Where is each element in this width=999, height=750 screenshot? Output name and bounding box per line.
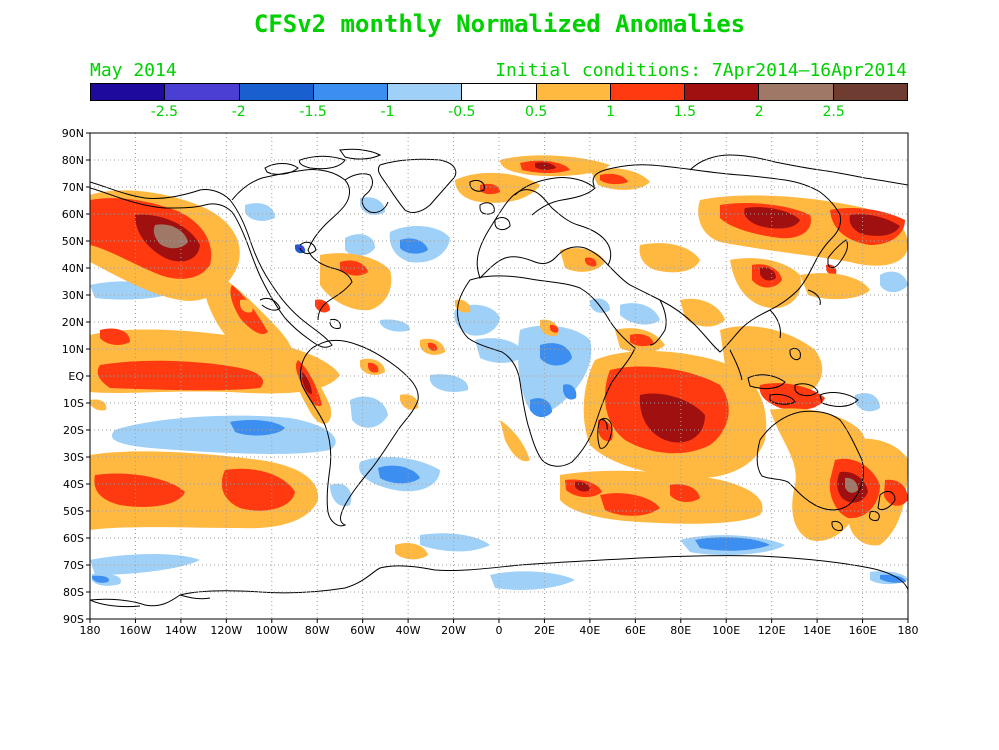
colorbar-swatch-7 [610, 84, 686, 100]
latitude-labels: 90N 80N 70N 60N 50N 40N 30N 20N 10N EQ 10S 20S 30S 40… [62, 127, 85, 626]
colorbar-label: -2.5 [150, 104, 179, 120]
latitude-label: 80S [63, 586, 84, 599]
colorbar [90, 83, 908, 101]
latitude-label: 90S [63, 613, 84, 626]
map-gridlines [90, 133, 908, 619]
longitude-label: 180 [80, 624, 101, 637]
latitude-label: 60N [62, 208, 84, 221]
longitude-label: 20W [441, 624, 466, 637]
axis-ticks [86, 132, 909, 623]
colorbar-label: 1.5 [673, 104, 697, 120]
longitude-label: 60W [350, 624, 375, 637]
longitude-label: 60E [625, 624, 646, 637]
longitude-label: 140E [803, 624, 831, 637]
longitude-label: 40E [579, 624, 600, 637]
latitude-label: EQ [68, 370, 84, 383]
latitude-label: 10S [63, 397, 84, 410]
initial-conditions-label: Initial conditions: 7Apr2014–16Apr2014 [495, 60, 907, 81]
colorbar-swatch-5 [462, 84, 537, 100]
colorbar-swatch-4 [388, 84, 463, 100]
latitude-label: 60S [63, 532, 84, 545]
colorbar-swatch-3 [313, 84, 389, 100]
lead-month-label: May 2014 [90, 60, 177, 81]
latitude-label: 30N [62, 289, 84, 302]
colorbar-swatch-10 [833, 84, 907, 100]
latitude-label: 90N [62, 127, 84, 140]
latitude-label: 70S [63, 559, 84, 572]
colorbar-label: 2.5 [822, 104, 845, 120]
longitude-label: 180 [898, 624, 919, 637]
latitude-label: 40N [62, 262, 84, 275]
coastlines [90, 148, 908, 608]
latitude-label: 30S [63, 451, 84, 464]
colorbar-swatch-8 [685, 84, 760, 100]
colorbar-label: 0.5 [525, 104, 548, 120]
longitude-label: 120W [210, 624, 242, 637]
latitude-label: 40S [63, 478, 84, 491]
latitude-label: 80N [62, 154, 84, 167]
longitude-label: 20E [534, 624, 555, 637]
colorbar-swatch-2 [239, 84, 314, 100]
colorbar-labels: -2.5 -2 -1.5 -1 -0.5 0.5 1 1.5 2 2.5 [90, 104, 908, 122]
colorbar-swatch-6 [536, 84, 611, 100]
colorbar-label: -1 [380, 104, 395, 120]
latitude-label: 50S [63, 505, 84, 518]
longitude-label: 40W [396, 624, 421, 637]
longitude-label: 80E [670, 624, 691, 637]
longitude-label: 120E [758, 624, 786, 637]
latitude-label: 10N [62, 343, 84, 356]
latitude-label: 70N [62, 181, 84, 194]
longitude-label: 80W [305, 624, 330, 637]
latitude-label: 50N [62, 235, 84, 248]
colorbar-swatch-9 [759, 84, 834, 100]
longitude-label: 160E [849, 624, 877, 637]
colorbar-label: 1 [606, 104, 615, 120]
colorbar-label: -0.5 [448, 104, 476, 120]
colorbar-swatch-1 [165, 84, 240, 100]
longitude-label: 140W [165, 624, 197, 637]
latitude-label: 20S [63, 424, 84, 437]
latitude-label: 20N [62, 316, 84, 329]
negative-anomaly-regions [90, 197, 908, 590]
longitude-label: 0 [496, 624, 503, 637]
map-title: CFSv2 monthly Normalized Anomalies [253, 10, 746, 38]
colorbar-label: -1.5 [299, 104, 327, 120]
longitude-label: 100W [256, 624, 288, 637]
colorbar-label: -2 [231, 104, 246, 120]
longitude-label: 160W [120, 624, 152, 637]
longitude-labels: 180 160W 140W 120W 100W 80W 60W 40W 20W 0 20E 40E 60… [80, 624, 919, 637]
colorbar-swatch-0 [91, 84, 166, 100]
colorbar-label: 2 [754, 104, 764, 120]
longitude-label: 100E [712, 624, 740, 637]
